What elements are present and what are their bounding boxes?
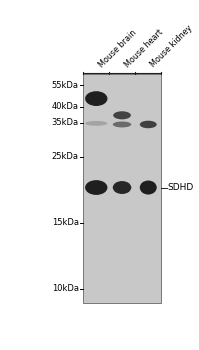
Text: 10kDa: 10kDa	[52, 284, 79, 293]
Ellipse shape	[140, 121, 157, 128]
Text: 25kDa: 25kDa	[52, 152, 79, 161]
Ellipse shape	[113, 111, 131, 119]
Bar	[84, 74, 161, 303]
Text: Mouse kidney: Mouse kidney	[149, 23, 195, 69]
Ellipse shape	[85, 180, 107, 195]
Ellipse shape	[113, 181, 131, 194]
Ellipse shape	[85, 91, 107, 106]
Text: 55kDa: 55kDa	[52, 80, 79, 90]
Text: 40kDa: 40kDa	[52, 102, 79, 111]
Text: Mouse heart: Mouse heart	[123, 27, 165, 69]
Text: 15kDa: 15kDa	[52, 218, 79, 227]
Ellipse shape	[85, 121, 107, 126]
Text: SDHD: SDHD	[168, 183, 194, 192]
Text: Mouse brain: Mouse brain	[97, 28, 138, 69]
Text: 35kDa: 35kDa	[52, 118, 79, 127]
Ellipse shape	[113, 121, 131, 127]
Ellipse shape	[140, 181, 157, 195]
